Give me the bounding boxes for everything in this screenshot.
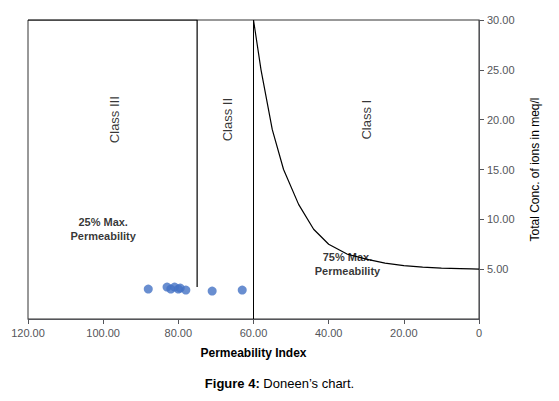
svg-text:75% Max.: 75% Max.	[323, 251, 373, 263]
svg-text:100.00: 100.00	[86, 327, 120, 339]
svg-text:120.00: 120.00	[11, 327, 45, 339]
svg-text:Doneen’s chart.: Doneen’s chart.	[260, 376, 354, 391]
svg-text:Permeability: Permeability	[70, 230, 136, 242]
svg-text:5.00: 5.00	[487, 263, 508, 275]
svg-text:80.00: 80.00	[165, 327, 193, 339]
svg-text:Total Conc. of ions in meq/l: Total Conc. of ions in meq/l	[528, 97, 542, 241]
svg-text:15.00: 15.00	[487, 164, 515, 176]
svg-text:0: 0	[476, 327, 482, 339]
svg-text:Class I: Class I	[359, 100, 374, 140]
svg-text:Class II: Class II	[220, 98, 235, 141]
svg-text:20.00: 20.00	[390, 327, 418, 339]
svg-text:Permeability: Permeability	[315, 265, 381, 277]
svg-text:Permeability Index: Permeability Index	[200, 346, 306, 360]
svg-text:25.00: 25.00	[487, 64, 515, 76]
svg-text:30.00: 30.00	[487, 14, 515, 26]
svg-text:Figure 4:: Figure 4:	[205, 376, 260, 391]
svg-text:40.00: 40.00	[315, 327, 343, 339]
svg-text:20.00: 20.00	[487, 114, 515, 126]
svg-text:Class III: Class III	[107, 96, 122, 143]
svg-text:25% Max.: 25% Max.	[78, 216, 128, 228]
svg-text:60.00: 60.00	[240, 327, 268, 339]
svg-text:10.00: 10.00	[487, 213, 515, 225]
